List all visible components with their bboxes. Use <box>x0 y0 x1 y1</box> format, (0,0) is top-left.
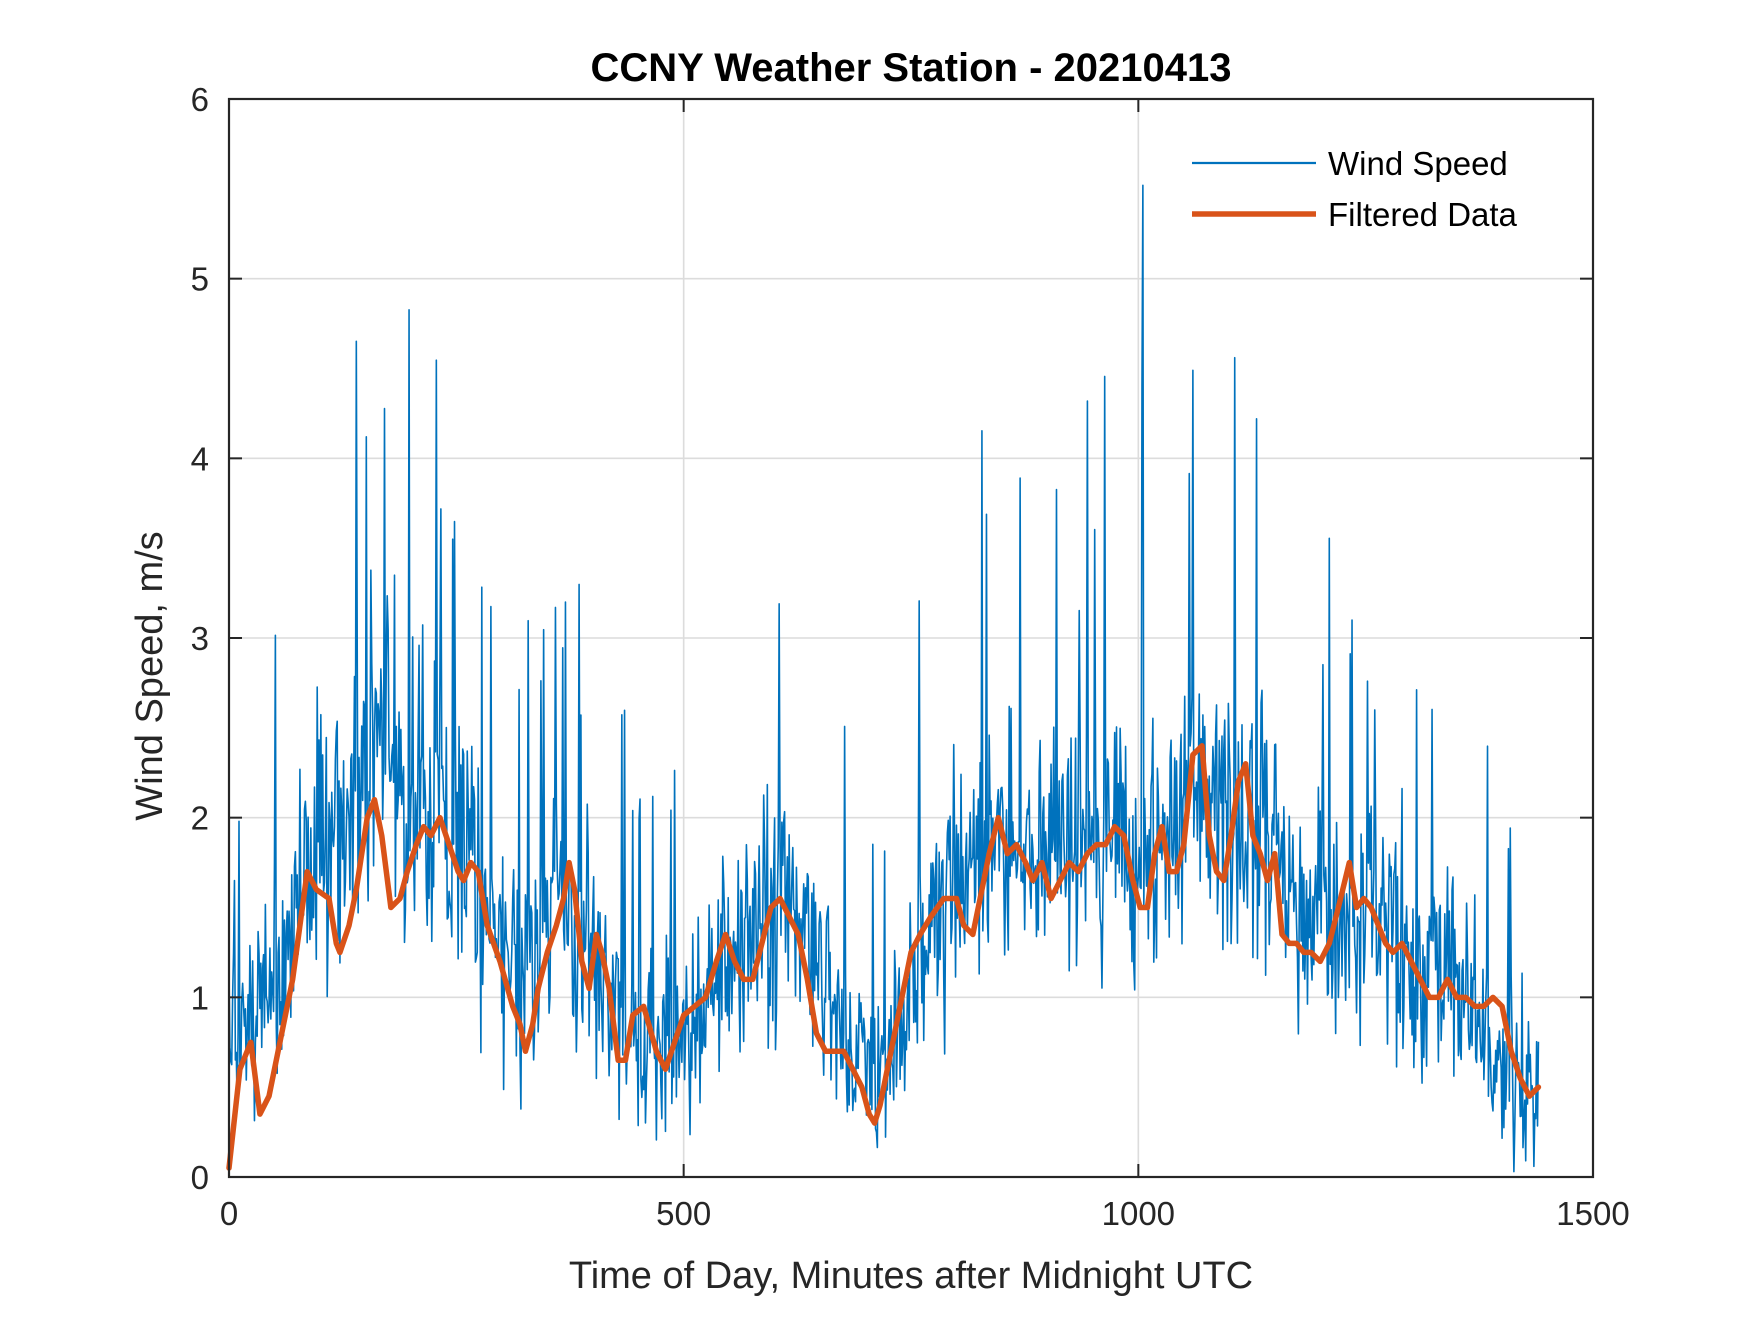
series-line-wind-speed <box>228 184 1540 1173</box>
x-tick-label: 1500 <box>1556 1195 1629 1232</box>
legend-label-filtered-data: Filtered Data <box>1328 196 1518 233</box>
series-line-filtered-data <box>226 743 1542 1171</box>
x-tick-label: 0 <box>220 1195 238 1232</box>
y-tick-label: 2 <box>191 800 209 837</box>
legend-label-wind-speed: Wind Speed <box>1328 145 1508 182</box>
y-tick-label: 0 <box>191 1159 209 1196</box>
y-tick-label: 5 <box>191 261 209 298</box>
y-axis-label: Wind Speed, m/s <box>129 531 171 820</box>
series-layer <box>226 184 1542 1173</box>
legend: Wind Speed Filtered Data <box>1192 145 1518 233</box>
y-tick-label: 1 <box>191 979 209 1016</box>
chart-title: CCNY Weather Station - 20210413 <box>591 46 1232 90</box>
y-tick-label: 4 <box>191 440 209 477</box>
y-tick-label: 6 <box>191 81 209 118</box>
x-tick-label: 1000 <box>1102 1195 1175 1232</box>
y-tick-label: 3 <box>191 620 209 657</box>
axes-layer: 0 500 1000 1500 0 1 2 3 4 5 6 <box>191 81 1630 1232</box>
x-axis-label: Time of Day, Minutes after Midnight UTC <box>569 1255 1253 1297</box>
x-tick-label: 500 <box>656 1195 711 1232</box>
